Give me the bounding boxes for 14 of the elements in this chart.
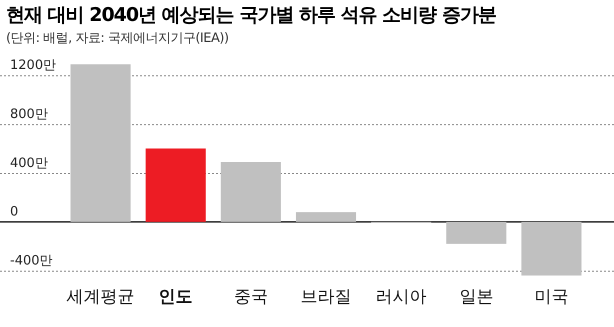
x-tick-label: 세계평균 <box>66 287 135 308</box>
y-tick-label: 400만 <box>10 156 48 171</box>
y-tick-label: -400만 <box>10 254 53 269</box>
x-tick-label: 인도 <box>158 287 193 308</box>
chart-subtitle: (단위: 배럴, 자료: 국제에너지기구(IEA)) <box>6 30 230 47</box>
x-tick-label: 중국 <box>234 287 268 308</box>
x-tick-label: 미국 <box>534 287 568 308</box>
chart-title: 현재 대비 2040년 예상되는 국가별 하루 석유 소비량 증가분 <box>6 3 497 28</box>
y-tick-label: 1200만 <box>10 58 56 74</box>
y-tick-label: 800만 <box>10 106 48 122</box>
x-tick-label: 일본 <box>459 287 494 308</box>
x-tick-label: 브라질 <box>300 287 352 308</box>
x-tick-label: 러시아 <box>376 287 427 308</box>
y-tick-label: 0 <box>10 204 18 220</box>
